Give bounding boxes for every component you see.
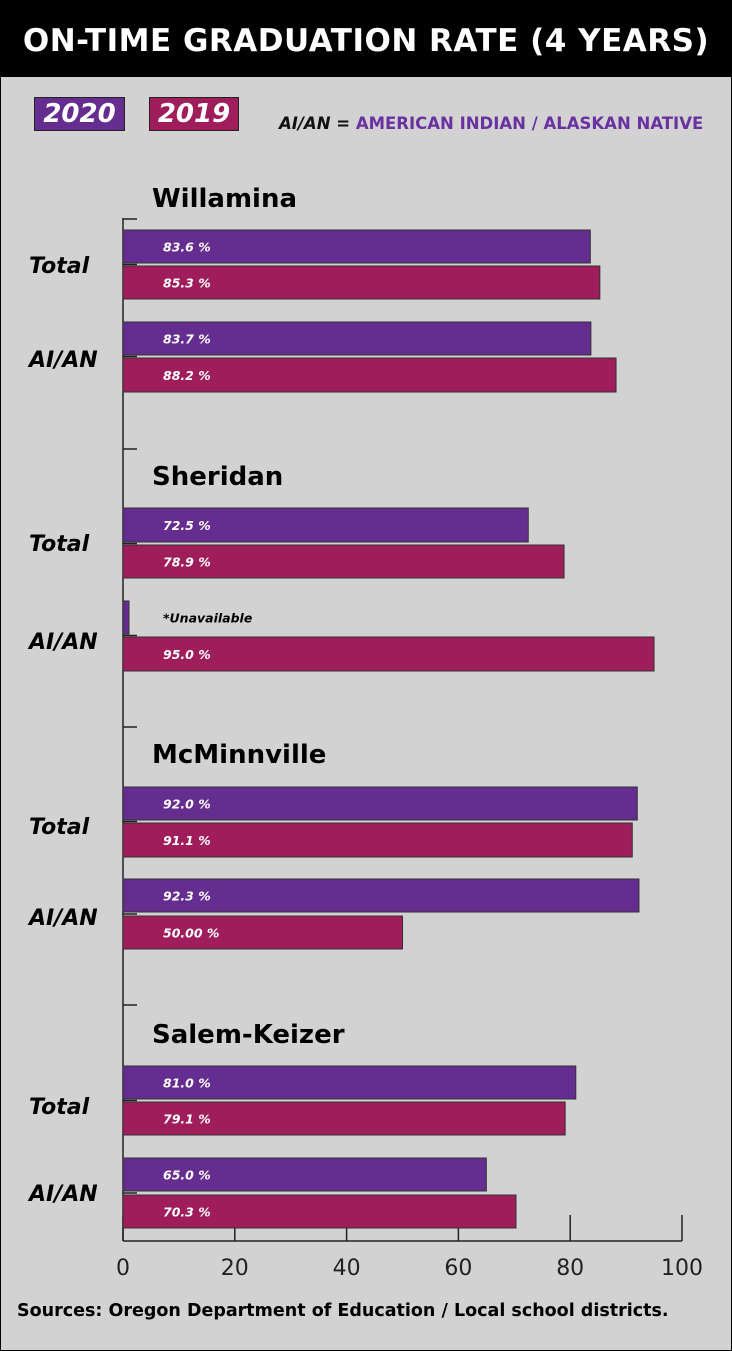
- group-title: Sheridan: [152, 462, 283, 492]
- bar-2019: [122, 822, 633, 858]
- bar-value-label: 78.9 %: [163, 555, 211, 570]
- bar-value-label: 65.0 %: [163, 1168, 211, 1183]
- bar-value-label: 91.1 %: [163, 833, 211, 848]
- category-label: Total: [29, 815, 90, 840]
- bar-2020: [122, 1157, 487, 1192]
- category-label: AI/AN: [27, 630, 98, 655]
- bar-2020: [122, 1065, 577, 1100]
- sources-note: Sources: Oregon Department of Education …: [17, 1301, 669, 1321]
- bar-2020: [122, 229, 591, 264]
- x-tick-label: 0: [116, 1256, 130, 1281]
- category-label: Total: [29, 532, 90, 557]
- category-label: Total: [29, 254, 90, 279]
- x-tick-label: 40: [333, 1256, 361, 1281]
- bar-value-label: *Unavailable: [163, 611, 252, 626]
- bar-value-label: 50.00 %: [163, 926, 219, 941]
- bar-value-label: 79.1 %: [163, 1112, 211, 1127]
- bar-value-label: 81.0 %: [163, 1076, 211, 1091]
- bar-value-label: 88.2 %: [163, 368, 211, 383]
- x-tick-label: 60: [444, 1256, 472, 1281]
- category-label: Total: [29, 1095, 90, 1120]
- x-tick-label: 80: [556, 1256, 584, 1281]
- abbreviation-note: AI/AN = AMERICAN INDIAN / ALASKAN NATIVE: [279, 114, 703, 133]
- bar-value-label: 72.5 %: [163, 518, 211, 533]
- bar-2019: [122, 357, 617, 393]
- bar-value-label: 85.3 %: [163, 276, 211, 291]
- abbreviation-definition: AMERICAN INDIAN / ALASKAN NATIVE: [355, 114, 704, 133]
- category-label: AI/AN: [27, 906, 98, 931]
- group-title: McMinnville: [152, 740, 326, 770]
- group-title: Willamina: [152, 184, 297, 214]
- bar-2019: [122, 915, 403, 950]
- category-label: AI/AN: [27, 348, 98, 373]
- abbreviation-key: AI/AN: [279, 114, 331, 133]
- bar-value-label: 83.6 %: [163, 240, 211, 255]
- bar-value-label: 92.0 %: [163, 797, 211, 812]
- bar-2019: [122, 544, 565, 579]
- bar-2020: [122, 786, 638, 821]
- bar-2019: [122, 265, 601, 300]
- bar-2020: [122, 321, 592, 356]
- x-tick-label: 100: [661, 1256, 703, 1281]
- category-label: AI/AN: [27, 1182, 98, 1207]
- bar-value-label: 92.3 %: [163, 889, 211, 904]
- bar-2020: [122, 507, 529, 543]
- legend-2020: 2020: [34, 97, 125, 131]
- bar-value-label: 95.0 %: [163, 647, 211, 662]
- legend-2019: 2019: [149, 97, 239, 131]
- bar-2019: [122, 1101, 566, 1136]
- bar-2019: [122, 636, 655, 672]
- x-tick-label: 20: [221, 1256, 249, 1281]
- bar-2019: [122, 1194, 517, 1229]
- bar-value-label: 83.7 %: [163, 332, 211, 347]
- group-title: Salem-Keizer: [152, 1020, 345, 1050]
- bar-unavailable: [122, 600, 130, 635]
- bar-value-label: 70.3 %: [163, 1205, 211, 1220]
- abbreviation-equals: =: [336, 114, 351, 133]
- bar-2020: [122, 878, 640, 913]
- title-bar: ON-TIME GRADUATION RATE (4 YEARS): [1, 1, 731, 77]
- chart-title: ON-TIME GRADUATION RATE (4 YEARS): [22, 23, 710, 59]
